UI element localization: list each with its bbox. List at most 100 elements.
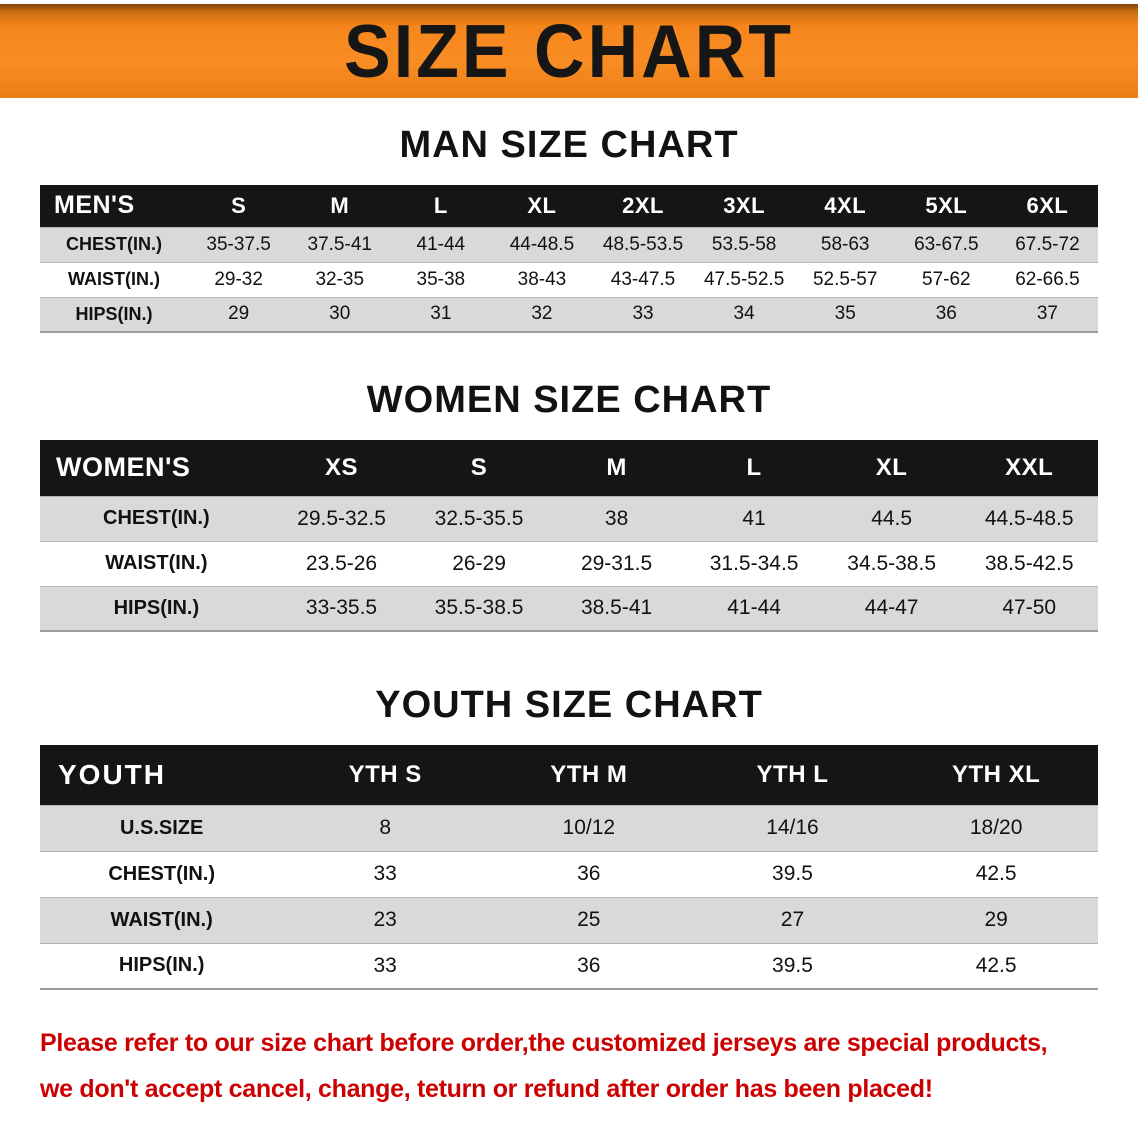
measurement-label: CHEST(IN.) (108, 862, 215, 885)
size-column-header: XL (491, 185, 593, 227)
size-column-header: 3XL (693, 185, 795, 227)
size-value: 44-48.5 (509, 233, 575, 255)
measurement-label: CHEST(IN.) (66, 234, 163, 254)
size-value: 26-29 (452, 551, 506, 575)
size-column-header: S (188, 185, 290, 227)
banner: SIZE CHART (0, 4, 1138, 98)
table-title-cell: WOMEN'S (40, 440, 273, 496)
size-value: 34 (733, 303, 755, 325)
size-value: 38-43 (517, 268, 567, 290)
size-value: 42.5 (975, 953, 1017, 977)
measurement-row: U.S.SIZE 8 10/12 14/16 18/20 (40, 805, 1098, 851)
size-value: 36 (577, 953, 601, 977)
measurement-label: HIPS(IN.) (113, 596, 200, 619)
size-value: 39.5 (772, 862, 813, 885)
size-value: 35-38 (416, 268, 466, 290)
youth-section: YOUTH SIZE CHART YOUTH YTH S YTH M YTH L YTH… (0, 684, 1138, 990)
size-value: 58-63 (820, 233, 870, 255)
size-value: 67.5-72 (1015, 233, 1080, 255)
size-chart-page: SIZE CHART MAN SIZE CHART MEN'S S M L XL 2XL 3… (0, 4, 1138, 1113)
size-value: 63-67.5 (914, 233, 979, 255)
size-value: 44.5-48.5 (984, 506, 1074, 530)
size-column-header: XS (272, 440, 411, 496)
size-column-header: YTH XL (894, 745, 1098, 805)
size-value: 25 (577, 908, 601, 931)
size-column-header: YTH S (283, 745, 487, 805)
size-value: 29-31.5 (580, 551, 653, 575)
size-value: 29 (228, 303, 250, 325)
men-section-heading: MAN SIZE CHART (399, 124, 739, 166)
size-value: 31.5-34.5 (709, 551, 799, 575)
size-value: 47-50 (1002, 596, 1057, 620)
size-value: 43-47.5 (610, 268, 676, 290)
size-value: 35.5-38.5 (434, 596, 524, 620)
size-value: 62-66.5 (1015, 268, 1080, 290)
size-value: 34.5-38.5 (847, 551, 937, 575)
size-value: 38 (604, 506, 629, 530)
size-value: 8 (379, 816, 391, 839)
size-value: 44-47 (864, 596, 919, 620)
size-value: 31 (430, 303, 452, 325)
size-value: 41-44 (416, 233, 466, 255)
size-value: 57-62 (922, 268, 971, 290)
footer-note: Please refer to our size chart before or… (40, 1020, 1138, 1113)
size-column-header: YTH L (690, 745, 895, 805)
size-value: 42.5 (975, 862, 1017, 885)
women-section: WOMEN SIZE CHART WOMEN'S XS S M L XL XXL CHEST(… (0, 379, 1138, 632)
measurement-label: WAIST(IN.) (105, 552, 208, 574)
size-column-header: 6XL (996, 185, 1098, 227)
measurement-row: HIPS(IN.) 33-35.5 35.5-38.5 38.5-41 41-44 44-… (40, 586, 1098, 631)
size-value: 23 (373, 908, 397, 931)
size-value: 27 (780, 908, 805, 931)
size-value: 38.5-41 (580, 596, 653, 620)
size-value: 14/16 (766, 816, 819, 839)
size-value: 38.5-42.5 (984, 551, 1074, 575)
size-column-header: L (685, 440, 823, 496)
note-line-1: Please refer to our size chart before or… (40, 1029, 1048, 1057)
measurement-label: U.S.SIZE (119, 816, 204, 839)
size-value: 37 (1036, 303, 1058, 325)
size-value: 41 (742, 506, 766, 530)
size-header-row: YOUTH YTH S YTH M YTH L YTH XL (40, 745, 1098, 805)
size-header-row: WOMEN'S XS S M L XL XXL (40, 440, 1098, 496)
size-value: 35-37.5 (206, 233, 271, 255)
size-column-header: S (410, 440, 548, 496)
size-value: 47.5-52.5 (703, 268, 785, 290)
size-header-row: MEN'S S M L XL 2XL 3XL 4XL 5XL 6XL (40, 185, 1098, 227)
size-column-header: L (390, 185, 492, 227)
size-value: 41-44 (727, 596, 781, 620)
women-size-table: WOMEN'S XS S M L XL XXL CHEST(IN.) 29.5-32.5 32.5… (40, 440, 1098, 632)
men-section: MAN SIZE CHART MEN'S S M L XL 2XL 3XL 4XL 5XL 6XL… (0, 124, 1138, 333)
size-value: 52.5-57 (812, 268, 878, 290)
measurement-row: WAIST(IN.) 29-32 32-35 35-38 38-43 43-47.5 47.… (40, 262, 1098, 297)
size-value: 44.5 (871, 506, 913, 530)
youth-section-heading: YOUTH SIZE CHART (375, 684, 763, 726)
size-value: 32-35 (315, 268, 365, 290)
size-column-header: 5XL (895, 185, 997, 227)
size-value: 35 (834, 303, 856, 325)
measurement-row: CHEST(IN.) 35-37.5 37.5-41 41-44 44-48.5 48.5… (40, 227, 1098, 262)
size-value: 48.5-53.5 (602, 233, 684, 255)
measurement-row: WAIST(IN.) 23 25 27 29 (40, 897, 1098, 943)
size-column-header: 2XL (592, 185, 694, 227)
men-size-table: MEN'S S M L XL 2XL 3XL 4XL 5XL 6XL CHEST(IN.) 35-37… (40, 185, 1098, 333)
size-column-header: YTH M (486, 745, 691, 805)
table-title-cell: MEN'S (40, 185, 189, 227)
size-column-header: XL (822, 440, 961, 496)
size-column-header: M (289, 185, 391, 227)
size-value: 33 (373, 953, 397, 977)
size-column-header: 4XL (794, 185, 896, 227)
size-value: 39.5 (772, 953, 813, 977)
measurement-label: CHEST(IN.) (103, 507, 210, 529)
size-value: 33-35.5 (305, 596, 378, 620)
measurement-row: CHEST(IN.) 29.5-32.5 32.5-35.5 38 41 44.5 44.5… (40, 496, 1098, 541)
measurement-label: WAIST(IN.) (68, 269, 161, 289)
size-value: 53.5-58 (711, 233, 777, 255)
women-section-heading: WOMEN SIZE CHART (366, 379, 772, 421)
measurement-label: HIPS(IN.) (118, 954, 205, 977)
size-value: 10/12 (562, 816, 616, 839)
size-value: 30 (329, 303, 351, 325)
measurement-row: CHEST(IN.) 33 36 39.5 42.5 (40, 851, 1098, 897)
size-column-header: M (547, 440, 686, 496)
size-value: 36 (577, 862, 601, 885)
